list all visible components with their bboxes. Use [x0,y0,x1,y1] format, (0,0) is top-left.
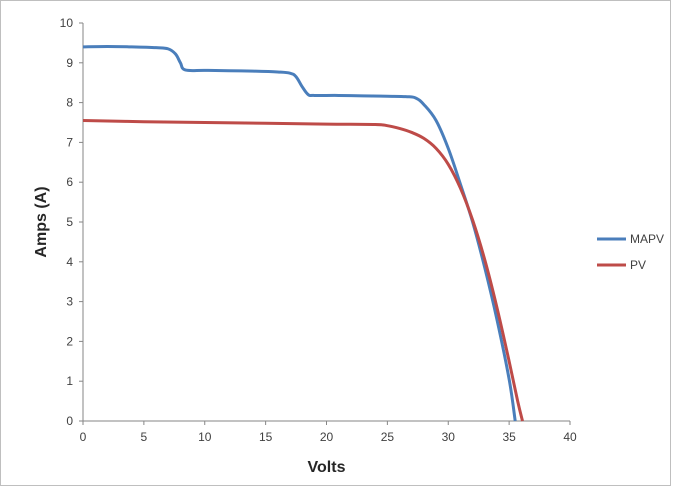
y-tick-label: 2 [66,334,73,348]
y-tick-label: 9 [66,56,73,70]
axes [82,23,570,422]
y-tick-label: 1 [66,374,73,388]
x-tick-label: 35 [502,430,516,444]
x-tick-label: 40 [563,430,577,444]
y-tick-label: 3 [66,295,73,309]
y-tick-label: 7 [66,135,73,149]
series-line-pv [82,119,524,422]
y-tick-label: 4 [66,255,73,269]
series-lines [82,44,524,422]
x-tick-label: 10 [198,430,212,444]
y-tick-label: 6 [66,175,73,189]
x-tick-label: 20 [320,430,334,444]
legend-label-mapv: MAPV [630,232,664,246]
ticks: 0 1 2 3 4 5 6 7 8 9 10 0 5 10 15 20 25 30 35 40 [60,16,577,444]
y-tick-label: 8 [66,96,73,110]
y-axis-title: Amps (A) [33,186,50,257]
legend: MAPV PV [597,232,664,272]
y-tick-label: 10 [60,16,74,30]
series-line-mapv [82,44,517,422]
x-tick-label: 30 [442,430,456,444]
y-tick-label: 0 [66,414,73,428]
x-tick-label: 15 [259,430,273,444]
x-axis-title: Volts [308,459,346,476]
legend-label-pv: PV [630,258,646,272]
y-tick-label: 5 [66,215,73,229]
x-tick-label: 5 [141,430,148,444]
x-tick-label: 25 [381,430,395,444]
x-tick-label: 0 [80,430,87,444]
